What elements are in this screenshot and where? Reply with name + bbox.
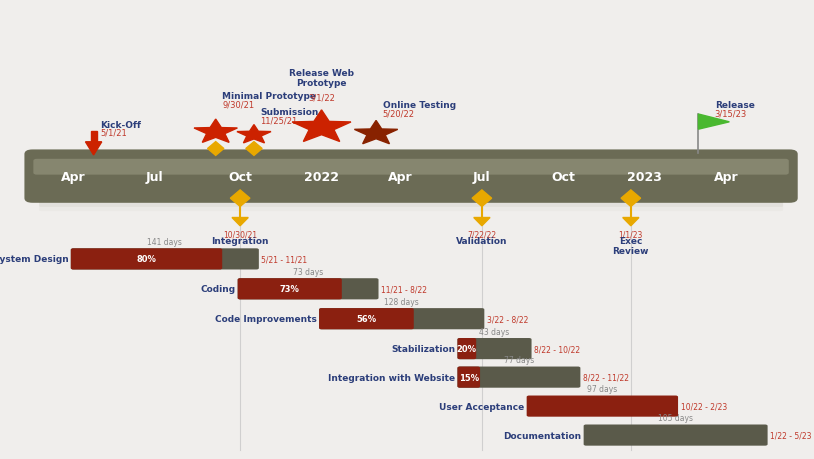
Text: 2023: 2023 — [628, 170, 662, 183]
Text: 7/22/22: 7/22/22 — [467, 230, 497, 239]
Text: Stabilization: Stabilization — [391, 344, 455, 353]
Text: Validation: Validation — [456, 236, 508, 246]
FancyBboxPatch shape — [584, 425, 768, 446]
Text: 1/22 - 5/23: 1/22 - 5/23 — [770, 431, 812, 440]
Text: 5/21 - 11/21: 5/21 - 11/21 — [261, 255, 308, 264]
Text: User Acceptance: User Acceptance — [439, 402, 524, 411]
Text: 10/22 - 2/23: 10/22 - 2/23 — [681, 402, 727, 411]
FancyBboxPatch shape — [238, 279, 342, 300]
Polygon shape — [90, 132, 97, 142]
FancyBboxPatch shape — [457, 338, 532, 359]
Polygon shape — [208, 142, 224, 156]
FancyBboxPatch shape — [71, 249, 222, 270]
Text: 3/22 - 8/22: 3/22 - 8/22 — [487, 314, 528, 324]
Text: 141 days: 141 days — [147, 237, 182, 246]
Text: Integration: Integration — [212, 236, 269, 246]
Text: 128 days: 128 days — [384, 297, 419, 306]
Text: 77 days: 77 days — [504, 355, 534, 364]
Text: Code Improvements: Code Improvements — [215, 314, 317, 324]
FancyBboxPatch shape — [457, 367, 480, 388]
Text: Apr: Apr — [714, 170, 738, 183]
Polygon shape — [623, 218, 639, 226]
Text: 5/20/22: 5/20/22 — [383, 109, 414, 118]
Text: 2022: 2022 — [304, 170, 339, 183]
Text: 8/22 - 10/22: 8/22 - 10/22 — [534, 344, 580, 353]
Text: 3/1/22: 3/1/22 — [308, 93, 335, 102]
Polygon shape — [230, 190, 250, 207]
Text: 43 days: 43 days — [479, 327, 510, 336]
Text: Apr: Apr — [61, 170, 85, 183]
Polygon shape — [194, 120, 238, 143]
Text: 11/25/21: 11/25/21 — [260, 116, 298, 125]
FancyBboxPatch shape — [24, 150, 798, 203]
Text: 9/30/21: 9/30/21 — [222, 100, 254, 109]
Text: 73%: 73% — [280, 285, 300, 294]
Text: Integration with Website: Integration with Website — [328, 373, 455, 382]
Polygon shape — [237, 125, 271, 144]
Polygon shape — [85, 142, 102, 156]
Text: 97 days: 97 days — [587, 384, 618, 393]
Text: System Design: System Design — [0, 255, 68, 264]
Text: Jul: Jul — [146, 170, 164, 183]
Text: Oct: Oct — [551, 170, 575, 183]
Text: Release: Release — [715, 101, 755, 110]
Text: Minimal Prototype: Minimal Prototype — [222, 91, 316, 101]
Text: Documentation: Documentation — [503, 431, 581, 440]
FancyBboxPatch shape — [238, 279, 379, 300]
Text: 8/22 - 11/22: 8/22 - 11/22 — [583, 373, 629, 382]
FancyBboxPatch shape — [319, 308, 414, 330]
FancyBboxPatch shape — [319, 308, 484, 330]
Text: Release Web
Prototype: Release Web Prototype — [289, 69, 354, 88]
FancyBboxPatch shape — [71, 249, 259, 270]
Text: Jul: Jul — [473, 170, 491, 183]
FancyBboxPatch shape — [457, 367, 580, 388]
Text: 3/15/23: 3/15/23 — [715, 109, 747, 118]
Text: 5/1/21: 5/1/21 — [100, 128, 127, 137]
FancyBboxPatch shape — [527, 396, 678, 417]
Text: 105 days: 105 days — [659, 413, 693, 422]
FancyBboxPatch shape — [39, 190, 783, 203]
Text: Online Testing: Online Testing — [383, 101, 456, 110]
FancyBboxPatch shape — [457, 338, 476, 359]
Text: Exec
Review: Exec Review — [613, 236, 649, 256]
FancyBboxPatch shape — [39, 195, 783, 207]
Text: Oct: Oct — [228, 170, 252, 183]
Text: 73 days: 73 days — [293, 267, 323, 276]
Text: Coding: Coding — [200, 285, 235, 294]
Text: 11/21 - 8/22: 11/21 - 8/22 — [381, 285, 427, 294]
FancyBboxPatch shape — [33, 159, 789, 175]
Polygon shape — [232, 218, 248, 226]
Polygon shape — [246, 142, 262, 156]
Text: 80%: 80% — [137, 255, 156, 264]
Text: 56%: 56% — [357, 314, 377, 324]
Text: 15%: 15% — [459, 373, 479, 382]
Text: Apr: Apr — [388, 170, 413, 183]
Text: Submission: Submission — [260, 108, 319, 117]
Text: 1/1/23: 1/1/23 — [619, 230, 643, 239]
Polygon shape — [292, 111, 351, 142]
Text: 20%: 20% — [457, 344, 477, 353]
Text: Kick-Off: Kick-Off — [100, 120, 141, 129]
Polygon shape — [354, 121, 398, 145]
Polygon shape — [621, 190, 641, 207]
Text: 10/30/21: 10/30/21 — [223, 230, 257, 239]
Polygon shape — [474, 218, 490, 226]
Polygon shape — [472, 190, 492, 207]
Polygon shape — [698, 115, 729, 130]
